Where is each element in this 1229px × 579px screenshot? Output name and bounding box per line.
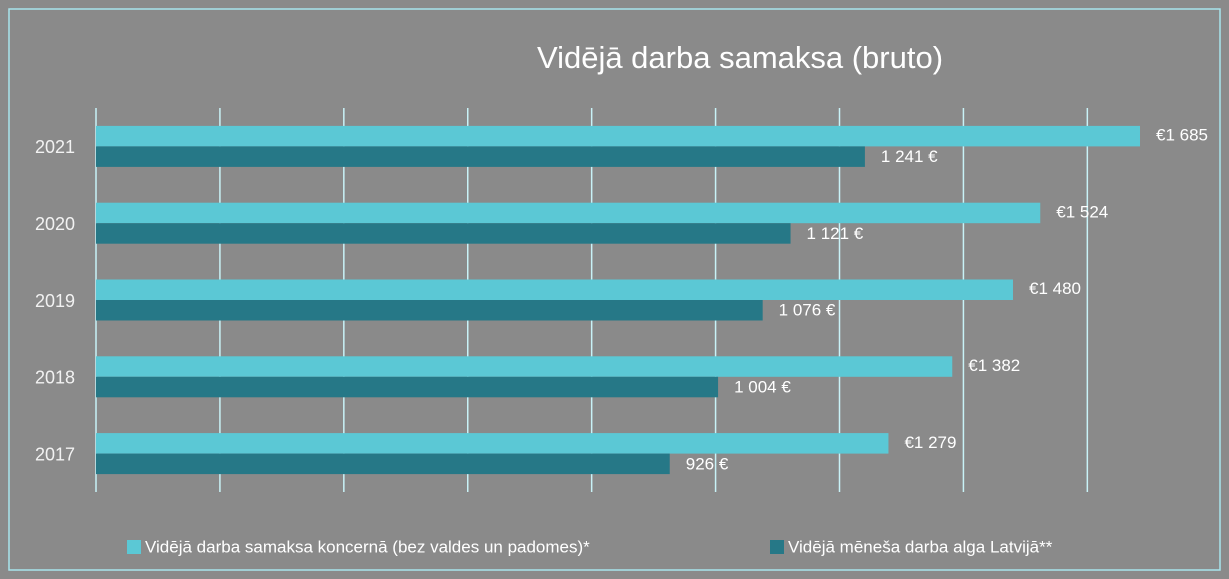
border [8,8,1221,571]
bar [96,202,1041,224]
y-tick-label: 2017 [35,444,75,464]
bar [96,279,1013,300]
data-label: 1 121 € [807,224,864,243]
data-label: €1 685 [1156,126,1208,145]
legend-swatch [127,540,141,554]
bar [96,300,763,321]
data-label: 926 € [686,454,729,473]
legend-label: Vidējā mēneša darba alga Latvijā** [788,537,1053,556]
bar [96,125,1140,147]
data-label: €1 480 [1029,279,1081,298]
data-label: €1 279 [904,433,956,452]
y-tick-label: 2018 [35,368,75,388]
y-tick-label: 2019 [35,291,75,311]
data-label: 1 004 € [734,378,791,397]
bar [96,223,791,244]
chart-title: Vidējā darba samaksa (bruto) [537,40,943,75]
data-label: 1 241 € [881,147,938,166]
data-label: €1 382 [968,356,1020,375]
bar [96,146,865,167]
y-tick-label: 2020 [35,214,75,234]
bar [96,376,719,398]
legend-label: Vidējā darba samaksa koncernā (bez valde… [145,537,590,556]
y-tick-label: 2021 [35,137,75,157]
bar [96,433,889,454]
data-label: €1 524 [1056,202,1108,221]
legend-swatch [770,540,784,554]
data-label: 1 076 € [779,301,836,320]
bar [96,453,670,475]
bar [96,356,953,377]
